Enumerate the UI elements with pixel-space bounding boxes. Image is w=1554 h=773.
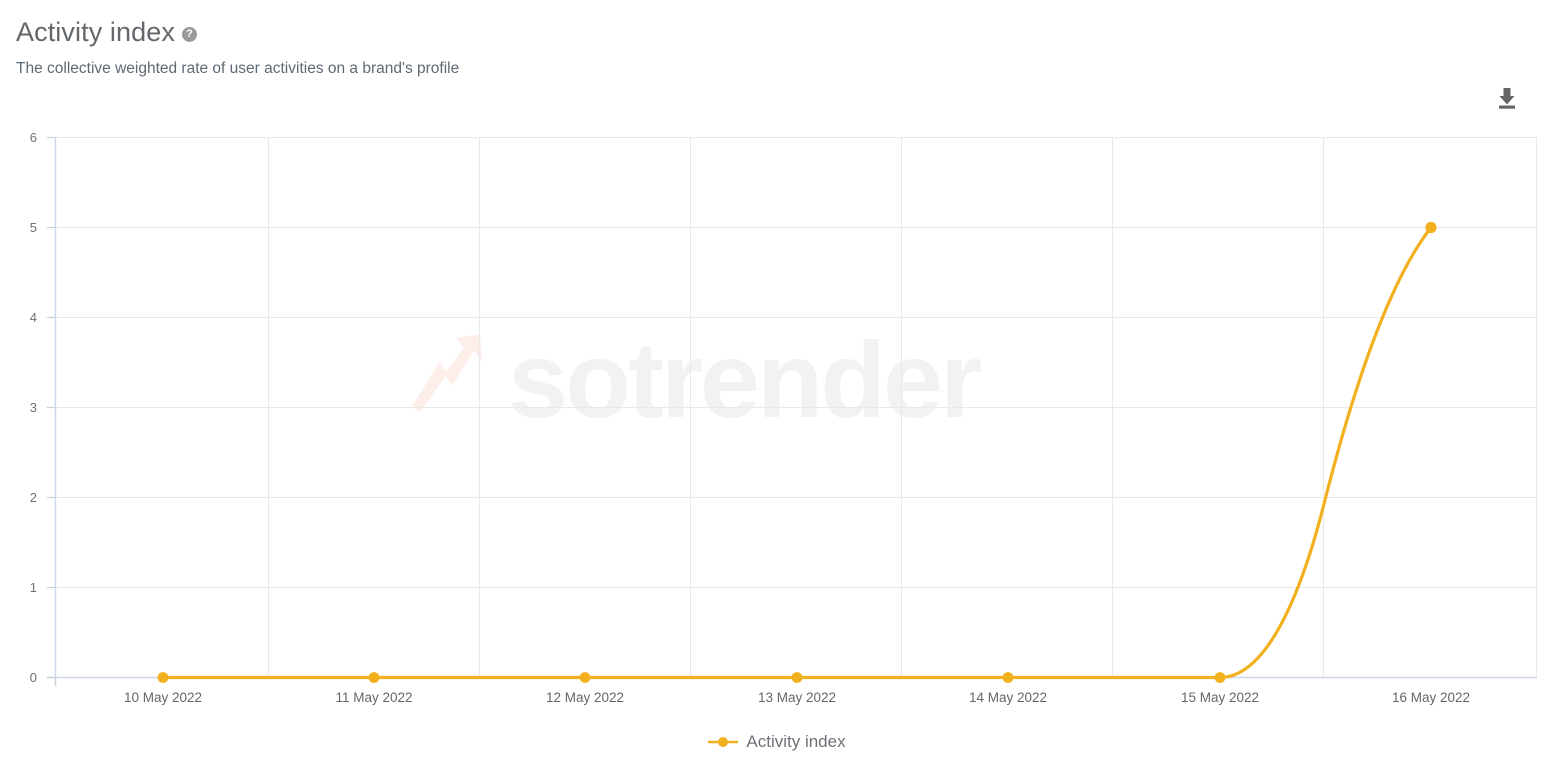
data-point[interactable] <box>791 672 803 683</box>
x-tick-label: 13 May 2022 <box>758 690 836 705</box>
download-icon <box>1499 88 1515 109</box>
widget-subtitle: The collective weighted rate of user act… <box>16 60 460 77</box>
legend-item-activity-index[interactable]: Activity index <box>708 731 846 753</box>
page-title: Activity index <box>16 17 175 47</box>
y-tick-label: 1 <box>30 580 37 595</box>
x-tick-label: 10 May 2022 <box>124 690 202 705</box>
x-tick-label: 11 May 2022 <box>335 690 412 705</box>
watermark-label: sotrender <box>508 319 981 440</box>
export-button[interactable] <box>1490 82 1524 114</box>
y-tick-label: 6 <box>30 130 37 145</box>
legend-marker-icon <box>708 737 739 747</box>
data-point[interactable] <box>1214 672 1226 683</box>
y-tick-label: 0 <box>30 670 37 685</box>
x-tick-label: 12 May 2022 <box>546 690 624 705</box>
x-tick-label: 14 May 2022 <box>969 690 1047 705</box>
sotrender-watermark: sotrender <box>412 319 984 440</box>
data-point[interactable] <box>579 672 591 683</box>
data-point[interactable] <box>368 672 380 683</box>
title-row: Activity index ? <box>16 14 1416 50</box>
series-markers <box>157 221 1437 683</box>
y-tick-label: 3 <box>30 400 37 415</box>
data-point[interactable] <box>1002 672 1014 683</box>
x-tick-label: 16 May 2022 <box>1392 690 1470 705</box>
chart-legend: Activity index <box>0 731 1554 753</box>
legend-item-label: Activity index <box>746 732 846 751</box>
y-tick-marks <box>47 136 55 679</box>
data-point[interactable] <box>1425 221 1437 234</box>
x-tick-label: 15 May 2022 <box>1181 690 1259 705</box>
chart-container: sotrender <box>0 120 1554 720</box>
horizontal-gridlines <box>55 137 1537 588</box>
y-axis-tick-labels: 6 5 4 3 2 1 0 <box>30 130 37 685</box>
series-activity-index[interactable] <box>157 221 1437 683</box>
series-line <box>161 225 1433 680</box>
question-mark-icon[interactable]: ? <box>181 27 197 42</box>
widget-header: Activity index ? The collective weighted… <box>16 14 1416 79</box>
line-chart: sotrender <box>30 130 1537 705</box>
data-point[interactable] <box>157 672 169 683</box>
x-axis-tick-labels: 10 May 2022 11 May 2022 12 May 2022 13 M… <box>124 690 1470 705</box>
y-tick-label: 5 <box>30 220 37 235</box>
y-tick-label: 2 <box>30 490 37 505</box>
y-tick-label: 4 <box>30 310 37 325</box>
vertical-gridlines <box>268 137 1537 678</box>
